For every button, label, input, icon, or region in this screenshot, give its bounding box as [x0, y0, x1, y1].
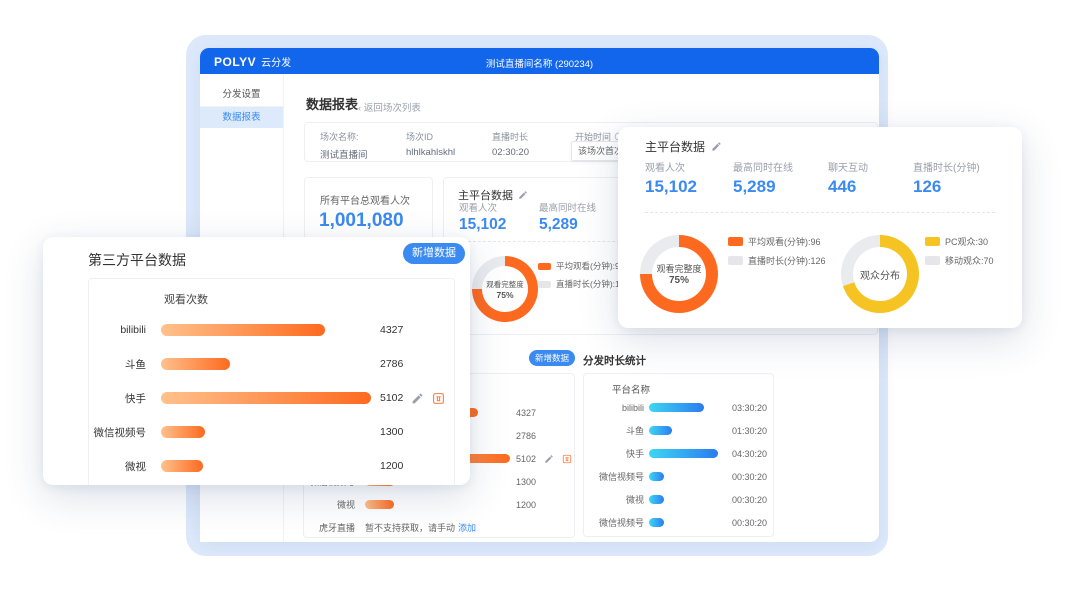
chart-row: 微信视频号 1300 [93, 426, 404, 439]
bar [649, 518, 665, 527]
stat-chat-interactions: 聊天互动 446 [828, 163, 868, 196]
chart-row: 斗鱼 2786 [125, 358, 404, 371]
stat-peak-online: 最高同时在线 5,289 [539, 203, 597, 233]
back-to-session-list-link[interactable]: ‹ 返回场次列表 [358, 103, 421, 114]
stat-viewers: 观看人次 15,102 [459, 203, 507, 233]
sidebar-item-distribution-settings[interactable]: 分发设置 [200, 74, 283, 107]
views-chart-header: 观看次数 [164, 294, 208, 306]
chart-row: 微视 1200 [336, 499, 537, 511]
duration-section-title: 分发时长统计 [583, 355, 646, 367]
stat-viewers: 观看人次 15,102 [645, 163, 697, 196]
add-data-button[interactable]: 新增数据 [529, 350, 575, 366]
chart-row: bilibili 03:30:20 [621, 402, 768, 413]
audience-donut-legend: PC观众:30 移动观众:70 [925, 235, 994, 267]
stat-peak-online: 最高同时在线 5,289 [733, 163, 793, 196]
bar [161, 392, 371, 404]
bar [161, 426, 206, 438]
duration-chart-panel: 平台名称 bilibili 03:30:20 斗鱼 01:30:20 快手 04:30… [583, 373, 774, 537]
bar [365, 500, 394, 509]
chart-row: 快手 5102 [89, 381, 454, 415]
brand-suffix: 云分发 [261, 58, 292, 69]
info-field-live-duration: 直播时长 02:30:20 [492, 132, 529, 158]
total-views-title: 所有平台总观看人次 [320, 196, 410, 207]
add-manually-link[interactable]: 添加 [458, 523, 477, 533]
chart-row: 斗鱼 01:30:20 [625, 425, 768, 437]
chart-row: bilibili 4327 [120, 324, 404, 336]
completion-donut-legend: 平均观看(分钟):96 直播时长(分钟):126 [728, 235, 826, 267]
legend-swatch [538, 280, 551, 288]
chart-row: 微信视频号 00:30:20 [598, 517, 768, 529]
window-titlebar: POLYV 云分发 测试直播间名称 (290234) [200, 48, 879, 74]
edit-pencil-icon[interactable] [544, 454, 554, 464]
info-field-session-name: 场次名称: 测试直播间 [320, 132, 368, 161]
donut-center-label: 观众分布 [860, 270, 900, 282]
legend-swatch [925, 237, 940, 246]
bar [161, 460, 203, 472]
dashed-divider [645, 212, 995, 213]
chart-row: 微视 1200 [125, 460, 404, 473]
delete-trash-icon[interactable] [432, 392, 445, 405]
brand-logo: POLYV 云分发 [214, 54, 291, 69]
add-data-button[interactable]: 新增数据 [403, 243, 465, 264]
bar [649, 495, 665, 504]
bar [649, 472, 665, 481]
unsupported-platform-row: 虎牙直播 暂不支持获取，请手动 添加 [318, 523, 477, 533]
stat-live-minutes: 直播时长(分钟) 126 [913, 163, 980, 196]
chart-row: 微信视频号 00:30:20 [598, 471, 768, 483]
bar [161, 324, 325, 336]
bar [649, 426, 672, 435]
donut-center-label: 观看完整度 [486, 279, 524, 289]
chart-row: 微视 00:30:20 [625, 494, 768, 506]
edit-pencil-icon[interactable] [411, 392, 424, 405]
chevron-left-icon: ‹ [358, 103, 364, 114]
legend-swatch [728, 237, 743, 246]
donut-center-value: 75% [668, 275, 689, 286]
main-platform-card-title: 主平台数据 [458, 187, 528, 203]
main-platform-card-title: 主平台数据 [645, 138, 722, 155]
chart-row: 快手 04:30:20 [625, 448, 768, 460]
sidebar-item-data-report[interactable]: 数据报表 [200, 107, 283, 128]
views-chart-panel: 观看次数 bilibili 4327 斗鱼 2786 快手 5102 微信视频号 [88, 278, 455, 485]
legend-swatch [925, 256, 940, 265]
duration-chart-header: 平台名称 [612, 385, 651, 396]
edit-pencil-icon[interactable] [711, 141, 722, 152]
legend-swatch [538, 262, 551, 270]
legend-swatch [728, 256, 743, 265]
bar [649, 449, 718, 458]
completion-donut-chart: 观看完整度 75% [640, 235, 718, 313]
delete-trash-icon[interactable] [562, 454, 572, 464]
audience-donut-chart: 观众分布 [841, 235, 919, 313]
brand-name: POLYV [214, 55, 257, 69]
page-title: 数据报表 [306, 97, 359, 112]
third-party-data-card: 第三方平台数据 新增数据 观看次数 bilibili 4327 斗鱼 2786 … [43, 237, 470, 485]
bar [161, 358, 231, 370]
bar [649, 403, 705, 412]
completion-donut-chart: 观看完整度 75% [472, 256, 538, 322]
donut-center-label: 观看完整度 [656, 264, 702, 274]
window-title: 测试直播间名称 (290234) [485, 59, 594, 70]
completion-donut-legend: 平均观看(分钟):96 直播时长(分钟):126 [538, 260, 629, 290]
main-platform-data-card: 主平台数据 观看人次 15,102 最高同时在线 5,289 聊天互动 446 … [618, 127, 1022, 328]
edit-pencil-icon[interactable] [518, 190, 528, 200]
third-party-card-title: 第三方平台数据 [88, 252, 186, 268]
total-views-value: 1,001,080 [319, 210, 404, 231]
donut-center-value: 75% [496, 289, 514, 300]
info-field-session-id: 场次ID hlhlkahlskhl [406, 132, 456, 158]
